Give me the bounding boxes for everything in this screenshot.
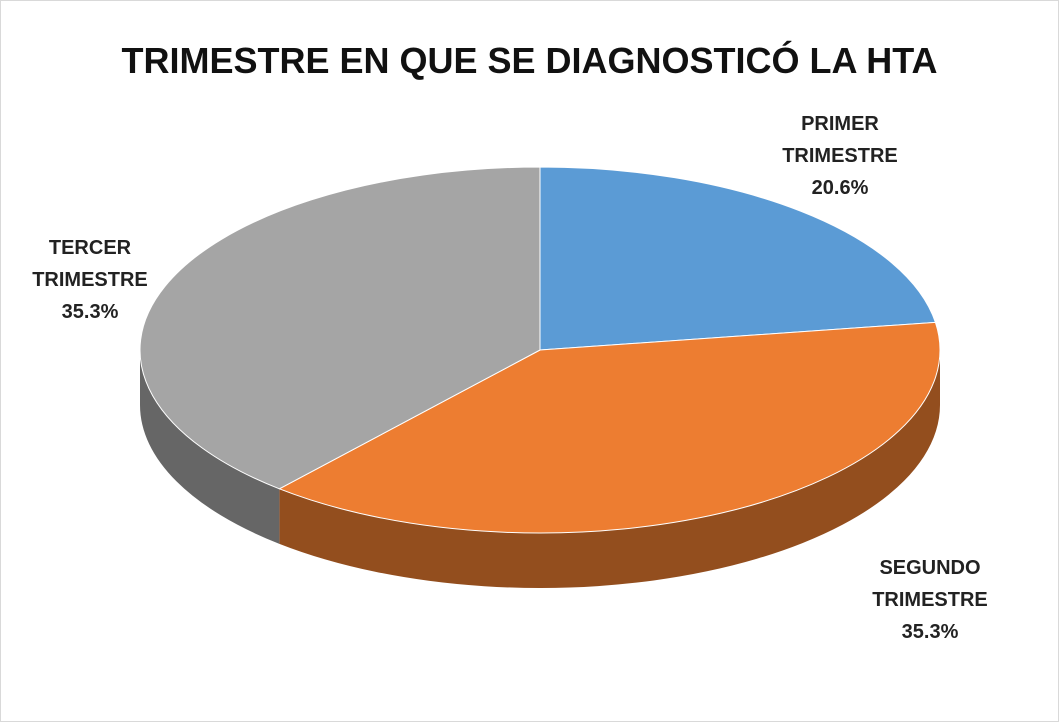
slice-value: 20.6% (811, 177, 869, 199)
slice-value: 35.3% (901, 621, 959, 643)
slice-category: SEGUNDO TRIMESTRE (872, 557, 988, 611)
pie-slice (139, 166, 541, 490)
slice-category: PRIMER TRIMESTRE (782, 113, 898, 167)
pie-side (279, 350, 941, 588)
pie-sides (140, 350, 941, 588)
chart-title: TRIMESTRE EN QUE SE DIAGNOSTICÓ LA HTA (121, 40, 938, 81)
slice-value: 35.3% (61, 301, 119, 323)
pie-slice (539, 166, 937, 351)
pie-tops (139, 166, 941, 534)
data-label: TERCER TRIMESTRE 35.3% (10, 232, 170, 328)
pie-side (140, 350, 280, 544)
data-label: SEGUNDO TRIMESTRE 35.3% (850, 552, 1010, 648)
pie-slice (278, 321, 941, 534)
data-label: PRIMER TRIMESTRE 20.6% (760, 108, 920, 204)
slice-category: TERCER TRIMESTRE (32, 237, 148, 291)
